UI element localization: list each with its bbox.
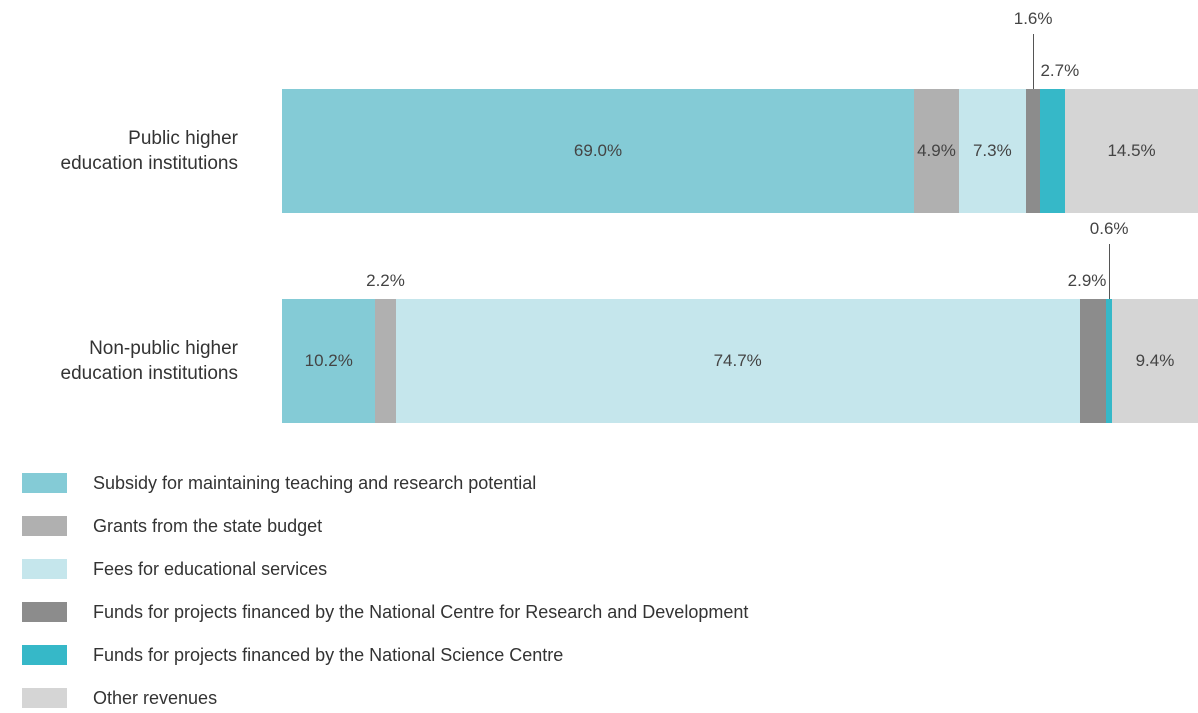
bar-segment: [1065, 89, 1198, 213]
bar-segment: [1111, 299, 1198, 423]
legend-label: Fees for educational services: [93, 559, 328, 579]
value-label: 4.9%: [917, 141, 956, 160]
value-label: 0.6%: [1089, 219, 1129, 238]
leader-line: [1108, 244, 1110, 299]
value-label: 10.2%: [304, 351, 353, 370]
value-label: 74.7%: [713, 351, 762, 370]
value-label: 2.9%: [1067, 271, 1107, 290]
value-label: 9.4%: [1135, 351, 1175, 370]
bar-segment: [1106, 299, 1112, 423]
bar-segment: [395, 299, 1080, 423]
category-label: Public higher education institutions: [60, 128, 238, 174]
legend-swatch: [22, 516, 67, 536]
leader-line: [1032, 34, 1034, 89]
bar-segment: [375, 299, 396, 423]
legend-label: Grants from the state budget: [93, 516, 323, 536]
legend-swatch: [22, 602, 67, 622]
legend-swatch: [22, 559, 67, 579]
bar-segment: [914, 89, 959, 213]
value-label: 69.0%: [573, 141, 623, 160]
legend-swatch: [22, 645, 67, 665]
legend-swatch: [22, 688, 67, 708]
value-label: 14.5%: [1107, 141, 1156, 160]
value-label: 2.2%: [366, 271, 405, 290]
bar-segment: [1079, 299, 1107, 423]
value-label: 1.6%: [1013, 9, 1053, 28]
bar-segment: [1040, 89, 1066, 213]
category-label: Non-public higher education institutions: [60, 338, 238, 384]
legend-label: Funds for projects financed by the Natio…: [93, 645, 564, 665]
value-label: 2.7%: [1040, 61, 1080, 80]
bar-segment: [282, 89, 915, 213]
legend-label: Funds for projects financed by the Natio…: [93, 602, 749, 622]
bar-segment: [1025, 89, 1041, 213]
legend-label: Other revenues: [93, 688, 218, 708]
legend-label: Subsidy for maintaining teaching and res…: [93, 473, 537, 493]
legend-swatch: [22, 473, 67, 493]
bar-segment: [282, 299, 376, 423]
bar-segment: [958, 89, 1026, 213]
value-label: 7.3%: [972, 141, 1012, 160]
